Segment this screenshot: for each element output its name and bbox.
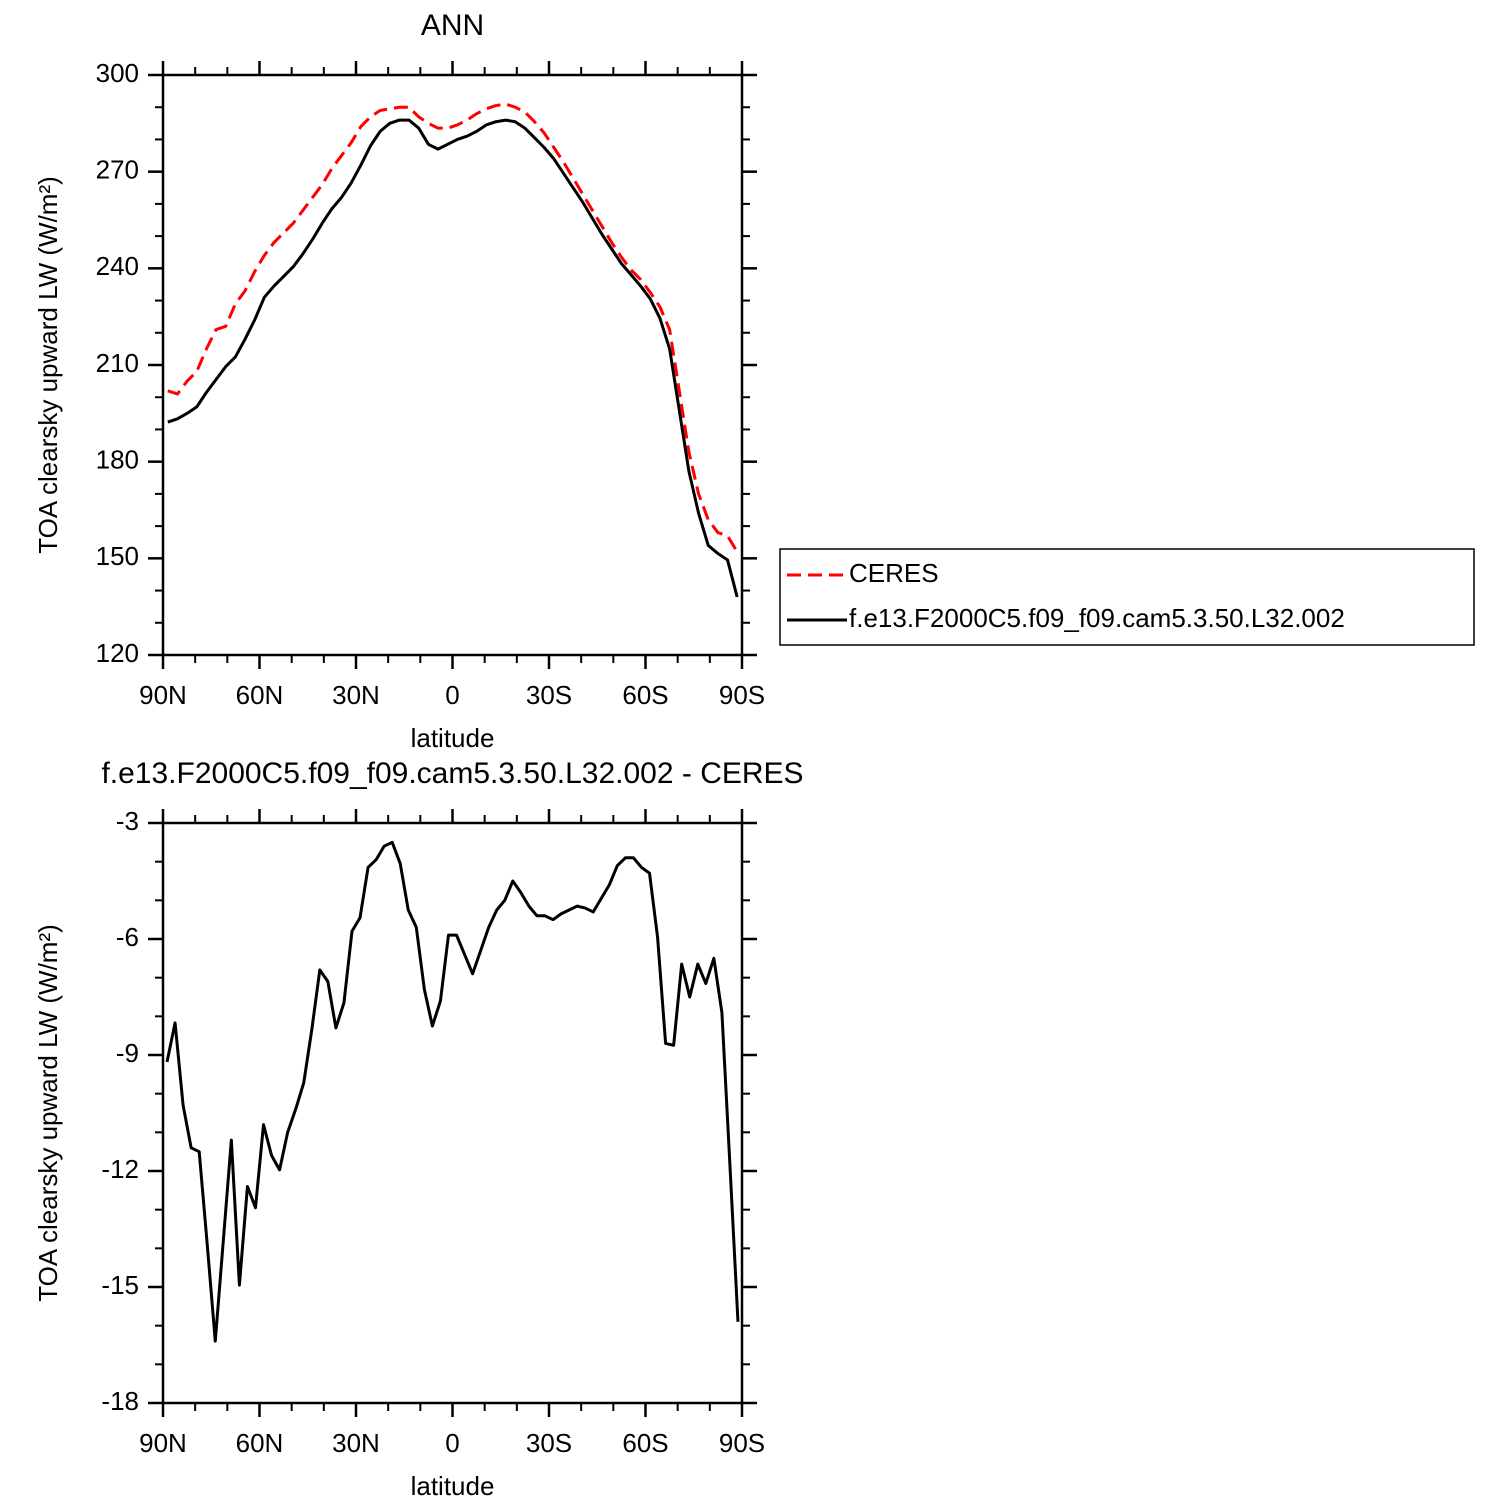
x-tick-label: 60N: [236, 680, 284, 710]
y-tick-label: 300: [96, 58, 139, 88]
x-tick-label: 30N: [332, 1428, 380, 1458]
chart-title: f.e13.F2000C5.f09_f09.cam5.3.50.L32.002 …: [101, 757, 803, 790]
x-tick-label: 90S: [719, 1428, 765, 1458]
series-line: [167, 118, 739, 598]
y-tick-label: 180: [96, 445, 139, 475]
y-tick-label: 150: [96, 541, 139, 571]
y-tick-label: -9: [116, 1038, 139, 1068]
chart-title: ANN: [421, 9, 484, 42]
x-tick-label: 30N: [332, 680, 380, 710]
y-tick-label: -3: [116, 806, 139, 836]
x-tick-label: 60S: [622, 680, 668, 710]
y-tick-label: 210: [96, 348, 139, 378]
y-tick-label: 240: [96, 251, 139, 281]
y-axis-label: TOA clearsky upward LW (W/m²): [33, 924, 63, 1302]
x-axis-label: latitude: [411, 723, 495, 753]
x-tick-label: 90N: [139, 1428, 187, 1458]
legend-label: f.e13.F2000C5.f09_f09.cam5.3.50.L32.002: [849, 603, 1345, 633]
y-tick-label: 270: [96, 155, 139, 185]
x-tick-label: 0: [445, 680, 459, 710]
x-tick-label: 0: [445, 1428, 459, 1458]
x-tick-label: 60S: [622, 1428, 668, 1458]
x-tick-label: 30S: [526, 680, 572, 710]
legend-label: CERES: [849, 558, 939, 588]
x-tick-label: 90S: [719, 680, 765, 710]
y-tick-label: -12: [101, 1154, 139, 1184]
x-tick-label: 60N: [236, 1428, 284, 1458]
x-tick-label: 30S: [526, 1428, 572, 1458]
x-axis-label: latitude: [411, 1471, 495, 1501]
y-tick-label: -15: [101, 1270, 139, 1300]
y-axis-label: TOA clearsky upward LW (W/m²): [33, 176, 63, 554]
series-line: [167, 102, 739, 553]
y-tick-label: -6: [116, 922, 139, 952]
series-line: [165, 840, 740, 1343]
y-tick-label: -18: [101, 1386, 139, 1416]
plot-frame: [161, 73, 744, 657]
legend-box: [779, 548, 1475, 646]
x-tick-label: 90N: [139, 680, 187, 710]
y-tick-label: 120: [96, 638, 139, 668]
